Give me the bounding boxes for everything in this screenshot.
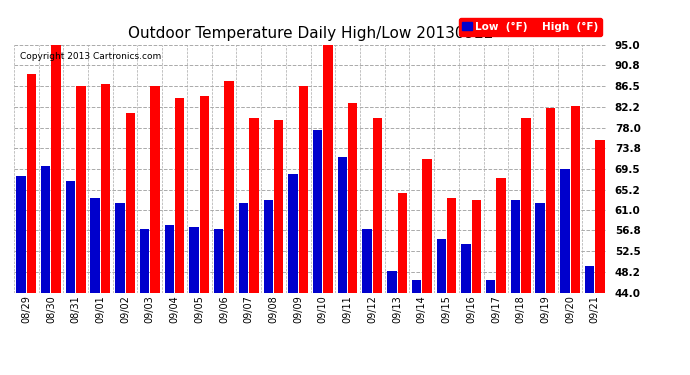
Bar bbox=[546, 108, 555, 292]
Bar bbox=[511, 200, 520, 292]
Bar bbox=[324, 43, 333, 292]
Bar bbox=[76, 86, 86, 292]
Bar bbox=[362, 230, 372, 292]
Bar bbox=[521, 118, 531, 292]
Bar bbox=[560, 169, 570, 292]
Bar bbox=[140, 230, 149, 292]
Bar bbox=[348, 103, 357, 292]
Bar bbox=[66, 181, 75, 292]
Bar bbox=[299, 86, 308, 292]
Title: Outdoor Temperature Daily High/Low 20130922: Outdoor Temperature Daily High/Low 20130… bbox=[128, 26, 493, 41]
Bar bbox=[412, 280, 422, 292]
Bar bbox=[397, 193, 407, 292]
Bar bbox=[496, 178, 506, 292]
Bar bbox=[274, 120, 284, 292]
Bar bbox=[214, 230, 224, 292]
Bar bbox=[115, 203, 125, 292]
Bar bbox=[437, 239, 446, 292]
Bar bbox=[126, 113, 135, 292]
Bar bbox=[17, 176, 26, 292]
Bar bbox=[387, 271, 397, 292]
Bar bbox=[224, 81, 234, 292]
Bar bbox=[585, 266, 594, 292]
Bar bbox=[447, 198, 456, 292]
Bar bbox=[189, 227, 199, 292]
Bar bbox=[239, 203, 248, 292]
Bar bbox=[51, 45, 61, 292]
Bar bbox=[486, 280, 495, 292]
Bar bbox=[535, 203, 545, 292]
Bar bbox=[373, 118, 382, 292]
Bar bbox=[90, 198, 100, 292]
Bar bbox=[175, 98, 184, 292]
Bar bbox=[595, 140, 604, 292]
Bar bbox=[462, 244, 471, 292]
Bar bbox=[472, 200, 481, 292]
Bar bbox=[571, 106, 580, 292]
Bar bbox=[41, 166, 50, 292]
Bar bbox=[313, 130, 322, 292]
Bar bbox=[288, 174, 297, 292]
Bar bbox=[165, 225, 174, 292]
Bar bbox=[422, 159, 432, 292]
Bar bbox=[337, 157, 347, 292]
Bar bbox=[150, 86, 159, 292]
Bar bbox=[27, 74, 36, 292]
Bar bbox=[199, 96, 209, 292]
Bar bbox=[249, 118, 259, 292]
Bar bbox=[264, 200, 273, 292]
Text: Copyright 2013 Cartronics.com: Copyright 2013 Cartronics.com bbox=[20, 53, 161, 62]
Legend: Low  (°F), High  (°F): Low (°F), High (°F) bbox=[459, 18, 602, 36]
Bar bbox=[101, 84, 110, 292]
